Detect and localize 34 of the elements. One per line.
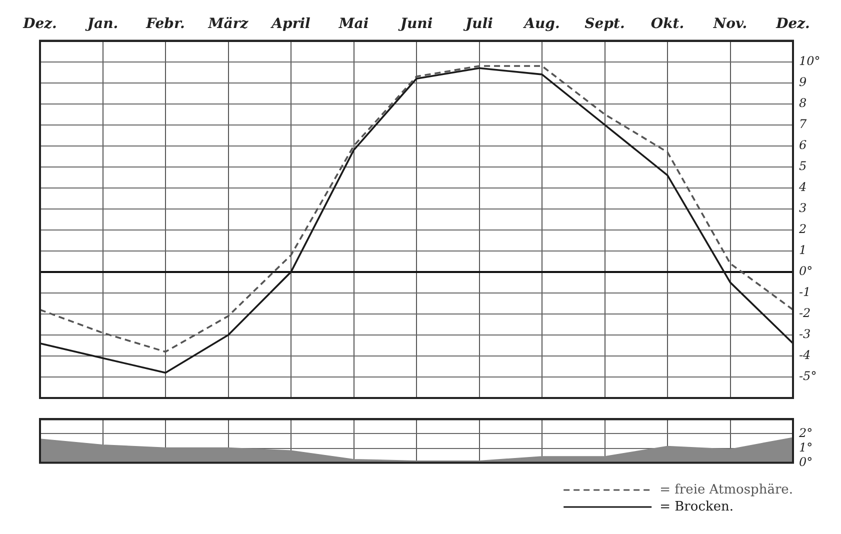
x-tick-label: Juli: [462, 16, 493, 32]
y-tick-label: 0°: [799, 264, 813, 278]
y-tick-label: 2: [798, 222, 807, 236]
y-tick-label: 6: [799, 138, 807, 152]
x-tick-label: Mai: [338, 16, 369, 32]
text: = freie Atmosphäre.: [660, 482, 793, 498]
y-tick-label: 7: [799, 116, 807, 131]
y-tick-label: -1: [799, 285, 811, 300]
y-tick-label: 5: [799, 158, 807, 173]
y-tick-label: -3: [799, 327, 812, 342]
text: = Brocken.: [660, 499, 734, 514]
y-tick-label: -2: [799, 306, 811, 320]
y-tick-label: 9: [799, 74, 807, 89]
x-tick-label: April: [270, 16, 310, 32]
x-tick-label: Dez.: [775, 16, 810, 32]
y-tick-label: -4: [799, 348, 811, 362]
x-tick-label: Jan.: [84, 16, 118, 32]
y-tick-label: 1: [799, 243, 807, 258]
y-tick-label: 10°: [799, 54, 820, 68]
x-tick-label: Juni: [397, 16, 433, 32]
x-tick-label: Febr.: [145, 16, 185, 32]
y-tick-label: 4: [798, 180, 807, 194]
x-tick-label: Okt.: [650, 16, 684, 32]
x-tick-label: Nov.: [712, 16, 748, 32]
y-tick-label: 8: [799, 96, 807, 110]
x-tick-label: Sept.: [584, 16, 625, 32]
x-tick-label: Aug.: [522, 16, 560, 32]
y-tick-label: 0°: [799, 454, 813, 469]
y-tick-label: 1°: [799, 440, 813, 454]
x-tick-label: März: [207, 16, 250, 32]
y-tick-label: 3: [799, 201, 807, 216]
y-tick-label: 2°: [798, 426, 813, 440]
y-tick-label: -5°: [799, 369, 817, 384]
x-tick-label: Dez.: [22, 16, 57, 32]
